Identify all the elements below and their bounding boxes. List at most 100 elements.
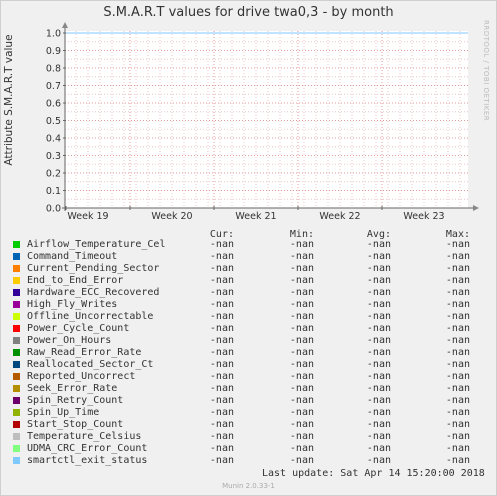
legend-swatch [13,301,20,308]
legend-avg-value: -nan [366,347,391,358]
legend-row: Reported_Uncorrect -nan -nan -nan -nan [0,371,497,383]
legend-min-value: -nan [289,347,314,358]
legend-cur-value: -nan [209,299,234,310]
legend-row: Hardware_ECC_Recovered -nan -nan -nan -nan [0,287,497,299]
y-tick-label: 0.0 [46,204,61,215]
legend-row: Airflow_Temperature_Cel -nan -nan -nan -nan [0,239,497,251]
legend-min-value: -nan [289,251,314,262]
legend-avg-value: -nan [366,371,391,382]
legend-cur-value: -nan [209,323,234,334]
legend-min-value: -nan [289,239,314,250]
last-update-label: Last update: [262,468,335,479]
legend-max-value: -nan [445,443,470,454]
legend-swatch [13,277,20,284]
legend-cur-value: -nan [209,275,234,286]
legend-swatch [13,361,20,368]
legend-cur-value: -nan [209,455,234,466]
legend-min-value: -nan [289,335,314,346]
legend-swatch [13,409,20,416]
legend-row: Spin_Up_Time -nan -nan -nan -nan [0,407,497,419]
legend-swatch [13,241,20,248]
legend-avg-value: -nan [366,287,391,298]
legend-swatch [13,385,20,392]
legend-cur-value: -nan [209,431,234,442]
header-cur: Cur: [209,229,234,240]
legend-max-value: -nan [445,275,470,286]
legend-series-name: UDMA_CRC_Error_Count [27,443,148,454]
legend-avg-value: -nan [366,299,391,310]
legend-swatch [13,253,20,260]
x-tick-label: Week 22 [319,211,360,222]
legend-swatch [13,289,20,296]
legend-max-value: -nan [445,251,470,262]
legend-avg-value: -nan [366,323,391,334]
legend-cur-value: -nan [209,239,234,250]
legend-cur-value: -nan [209,419,234,430]
legend-avg-value: -nan [366,383,391,394]
y-tick-label: 0.9 [46,46,61,57]
legend-swatch [13,313,20,320]
legend-min-value: -nan [289,311,314,322]
legend-cur-value: -nan [209,371,234,382]
legend-avg-value: -nan [366,443,391,454]
legend-max-value: -nan [445,407,470,418]
legend-series-name: Seek_Error_Rate [27,383,118,394]
header-max: Max: [445,229,470,240]
legend-row: Offline_Uncorrectable -nan -nan -nan -nan [0,311,497,323]
legend-series-name: Raw_Read_Error_Rate [27,347,142,358]
x-tick-label: Week 20 [151,211,192,222]
legend-series-name: Power_On_Hours [27,335,112,346]
legend-avg-value: -nan [366,239,391,250]
legend-max-value: -nan [445,359,470,370]
legend-cur-value: -nan [209,383,234,394]
legend-max-value: -nan [445,347,470,358]
legend-swatch [13,421,20,428]
y-tick-label: 1.0 [46,29,61,40]
x-tick-label: Week 19 [67,211,108,222]
legend-series-name: High_Fly_Writes [27,299,118,310]
legend-series-name: Spin_Retry_Count [27,395,124,406]
x-tick-label: Week 23 [403,211,444,222]
legend-min-value: -nan [289,371,314,382]
legend-avg-value: -nan [366,335,391,346]
legend-series-name: Hardware_ECC_Recovered [27,287,160,298]
legend-avg-value: -nan [366,395,391,406]
legend-max-value: -nan [445,455,470,466]
legend-row: Temperature_Celsius -nan -nan -nan -nan [0,431,497,443]
legend-series-name: Current_Pending_Sector [27,263,160,274]
y-tick-label: 0.1 [46,186,61,197]
legend-max-value: -nan [445,395,470,406]
legend-swatch [13,325,20,332]
legend-swatch [13,349,20,356]
x-axis-arrow [473,205,479,211]
legend-cur-value: -nan [209,443,234,454]
legend-series-name: Airflow_Temperature_Cel [27,239,166,250]
legend-min-value: -nan [289,443,314,454]
y-tick-label: 0.2 [46,169,61,180]
y-axis-arrow [62,22,68,28]
legend-cur-value: -nan [209,311,234,322]
legend-cur-value: -nan [209,263,234,274]
legend-series-name: Temperature_Celsius [27,431,142,442]
legend-swatch [13,433,20,440]
chart-title: S.M.A.R.T values for drive twa0,3 - by m… [103,5,394,20]
legend-min-value: -nan [289,419,314,430]
y-tick-label: 0.4 [46,134,61,145]
legend-series-name: Spin_Up_Time [27,407,100,418]
legend-row: Command_Timeout -nan -nan -nan -nan [0,251,497,263]
legend-max-value: -nan [445,263,470,274]
legend-series-name: Power_Cycle_Count [27,323,130,334]
legend-row: smartctl_exit_status -nan -nan -nan -nan [0,455,497,467]
legend-cur-value: -nan [209,287,234,298]
legend-min-value: -nan [289,395,314,406]
legend-swatch [13,373,20,380]
legend-avg-value: -nan [366,251,391,262]
y-tick-label: 0.8 [46,64,61,75]
legend-series-name: Reallocated_Sector_Ct [27,359,154,370]
legend-max-value: -nan [445,335,470,346]
munin-version: Munin 2.0.33-1 [222,482,275,490]
legend-max-value: -nan [445,383,470,394]
legend-row: End_to_End_Error -nan -nan -nan -nan [0,275,497,287]
legend-row: Power_Cycle_Count -nan -nan -nan -nan [0,323,497,335]
legend-row: Spin_Retry_Count -nan -nan -nan -nan [0,395,497,407]
